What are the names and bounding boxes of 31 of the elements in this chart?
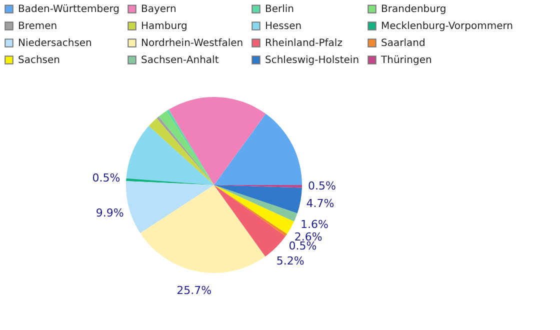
data-label: 4.7% bbox=[306, 197, 334, 210]
legend-label: Schleswig-Holstein bbox=[265, 55, 360, 66]
pie-slice bbox=[168, 97, 266, 185]
pie-slice bbox=[126, 126, 214, 185]
legend-label: Bremen bbox=[18, 21, 58, 32]
legend-label: Baden-Württemberg bbox=[18, 4, 120, 16]
legend-label: Saarland bbox=[381, 38, 426, 49]
pie-slice bbox=[126, 181, 214, 234]
legend-label: Brandenburg bbox=[381, 4, 446, 16]
legend-label: Niedersachsen bbox=[18, 38, 92, 49]
data-label: 0.5% bbox=[92, 172, 120, 185]
data-label: 25.7% bbox=[176, 284, 212, 298]
legend-label: Rheinland-Pfalz bbox=[265, 38, 342, 49]
pie-slice bbox=[214, 185, 302, 214]
legend-label: Berlin bbox=[265, 4, 294, 16]
pie-slice bbox=[214, 114, 302, 185]
pie-slice bbox=[140, 185, 266, 273]
pie-slice bbox=[214, 185, 298, 222]
legend-label: Hamburg bbox=[141, 21, 188, 32]
legend-label: Bayern bbox=[141, 4, 176, 16]
data-label: 9.9% bbox=[96, 206, 124, 220]
legend-label: Mecklenburg-Vorpommern bbox=[381, 21, 513, 32]
pie-slice bbox=[214, 185, 286, 257]
data-label: 0.5% bbox=[308, 180, 336, 193]
legend-label: Sachsen bbox=[18, 55, 60, 66]
legend-label: Thüringen bbox=[380, 55, 432, 66]
legend-label: Sachsen-Anhalt bbox=[141, 55, 219, 66]
data-label: 5.2% bbox=[276, 254, 304, 268]
legend-label: Hessen bbox=[265, 21, 302, 32]
legend-label: Nordrhein-Westfalen bbox=[141, 38, 244, 49]
data-label: 1.6% bbox=[300, 218, 328, 231]
